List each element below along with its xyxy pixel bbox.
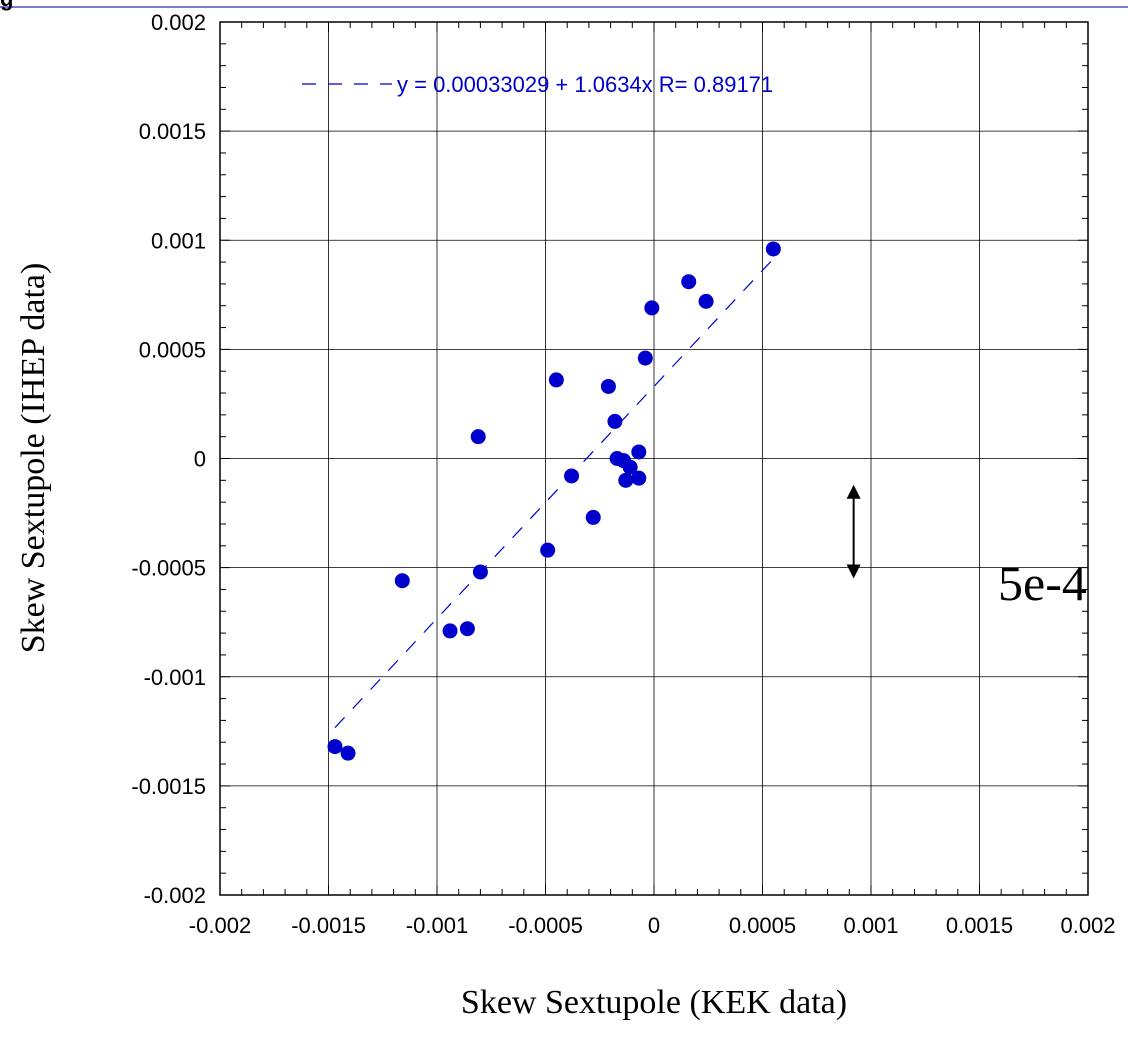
x-axis-title: Skew Sextupole (KEK data) <box>461 984 847 1021</box>
arrow-head-down <box>846 564 861 579</box>
x-tick-label: -0.001 <box>406 913 468 938</box>
data-point <box>340 745 356 761</box>
data-point <box>644 300 660 316</box>
x-tick-label: 0 <box>648 913 660 938</box>
x-tick-labels: -0.002 -0.0015 -0.001 -0.0005 0 0.0005 0.001 0.… <box>189 913 1116 938</box>
data-point <box>618 472 634 488</box>
x-tick-label: -0.0015 <box>291 913 366 938</box>
data-points <box>327 241 781 761</box>
x-tick-label: -0.0005 <box>508 913 583 938</box>
data-point <box>472 564 488 580</box>
y-tick-label: 0.002 <box>151 10 206 35</box>
data-point <box>681 274 697 290</box>
arrow-head-up <box>846 484 861 499</box>
y-tick-label: 0.001 <box>151 228 206 253</box>
y-tick-label: -0.001 <box>144 665 206 690</box>
y-tick-label: 0.0015 <box>139 119 206 144</box>
x-tick-label: 0.001 <box>843 913 898 938</box>
y-tick-label: -0.0015 <box>131 774 206 799</box>
plot-frame <box>219 21 1089 896</box>
top-border-band <box>0 0 1128 8</box>
x-tick-label: 0.0005 <box>729 913 796 938</box>
data-point <box>459 621 475 637</box>
data-point <box>548 372 564 388</box>
data-point <box>607 413 623 429</box>
data-point <box>600 378 616 394</box>
y-tick-label: -0.002 <box>144 883 206 908</box>
x-tick-label: 0.0015 <box>946 913 1013 938</box>
fit-equation-label: y = 0.00033029 + 1.0634x R= 0.89171 <box>397 72 773 97</box>
data-point <box>585 509 601 525</box>
data-point <box>765 241 781 257</box>
data-point <box>470 429 486 445</box>
y-tick-label: -0.0005 <box>131 556 206 581</box>
scale-annotation-label: 5e-4 <box>998 555 1087 611</box>
x-tick-label: 0.002 <box>1060 913 1115 938</box>
y-tick-label: 0.0005 <box>139 337 206 362</box>
data-point <box>394 573 410 589</box>
data-point <box>622 459 638 475</box>
fit-line <box>334 258 774 728</box>
y-axis-title: Skew Sextupole (IHEP data) <box>15 263 52 654</box>
scale-arrow-icon <box>846 484 861 579</box>
data-point <box>442 623 458 639</box>
y-tick-label: 0 <box>194 447 206 472</box>
data-point <box>631 470 647 486</box>
data-point <box>327 739 343 755</box>
grid-layer <box>220 22 1088 895</box>
data-point <box>631 444 647 460</box>
corner-glyph: g <box>0 0 13 12</box>
y-tick-labels: 0.002 0.0015 0.001 0.0005 0 -0.0005 -0.001 -0.0… <box>131 10 206 908</box>
data-point <box>540 542 556 558</box>
x-tick-label: -0.002 <box>189 913 251 938</box>
data-point <box>698 293 714 309</box>
data-point <box>637 350 653 366</box>
data-point <box>564 468 580 484</box>
